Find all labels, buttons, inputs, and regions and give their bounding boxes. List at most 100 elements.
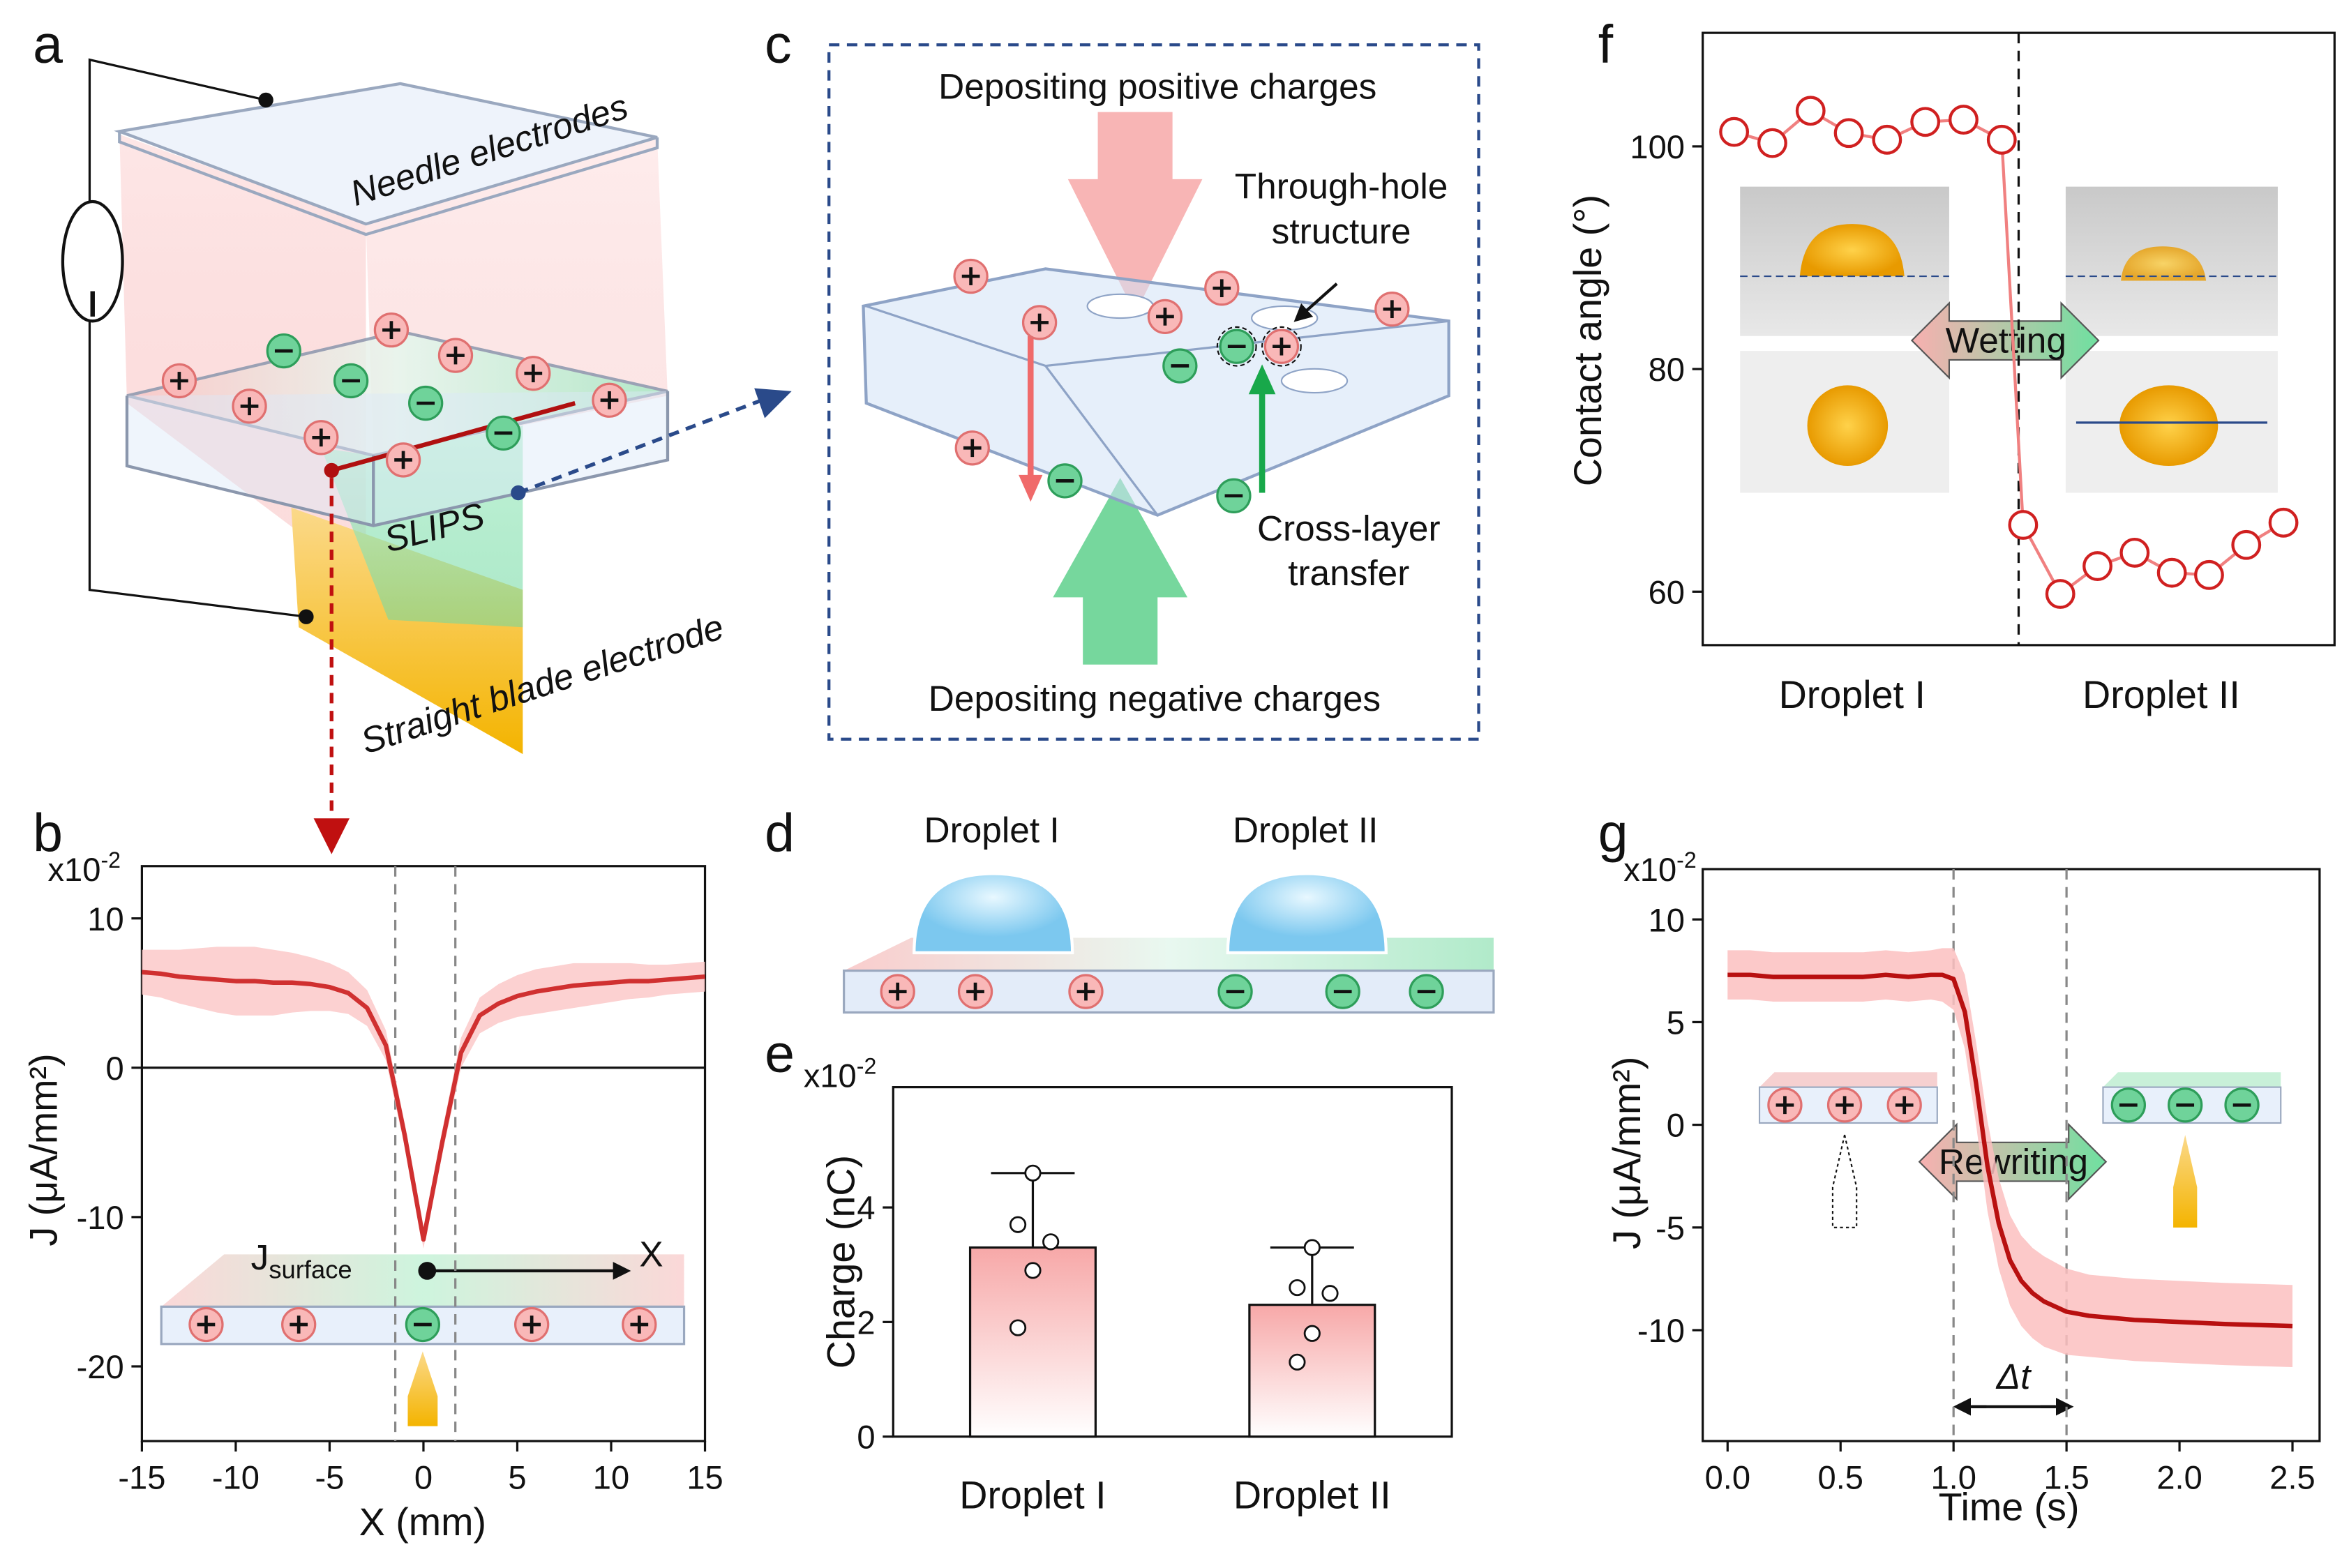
- panel-d-diagram: Droplet I Droplet II: [843, 809, 1495, 1014]
- positive-charge: [622, 1306, 657, 1343]
- data-line: [1734, 109, 2285, 596]
- data-point: [2119, 538, 2150, 568]
- data-point: [1833, 118, 1864, 149]
- data-point: [1303, 1239, 1321, 1256]
- data-point: [1321, 1285, 1339, 1302]
- x-tick-label: Droplet II: [1233, 1473, 1391, 1516]
- bar: [1248, 1304, 1376, 1438]
- negative-charge: [333, 363, 369, 399]
- positive-charge: [188, 1306, 224, 1343]
- x-tick-label: 1.5: [2043, 1459, 2089, 1496]
- y-tick-label: 60: [1649, 573, 1685, 610]
- data-line: [142, 970, 705, 1242]
- diagram-label: transfer: [1288, 552, 1409, 593]
- negative-charge: [266, 333, 301, 369]
- diagram-label: Through-hole: [1235, 166, 1448, 206]
- x-tick-label: -10: [212, 1459, 260, 1496]
- y-tick-label: 10: [87, 900, 123, 937]
- negative-charge: [1325, 974, 1360, 1009]
- y-tick-label: -10: [1637, 1312, 1685, 1349]
- positive-charge: [592, 382, 627, 418]
- negative-charge: [2168, 1087, 2203, 1123]
- y-axis-label: J (μA/mm²): [22, 1053, 65, 1246]
- data-point: [1009, 1319, 1027, 1336]
- diagram-label: structure: [1272, 211, 1411, 251]
- y-axis-label: Contact angle (°): [1566, 195, 1609, 486]
- y-tick-label: 0: [1667, 1107, 1685, 1144]
- x-tick-label: Droplet I: [1779, 673, 1926, 716]
- positive-charge: [281, 1306, 317, 1343]
- positive-charge: [373, 312, 410, 348]
- diagram-label: Depositing negative charges: [929, 678, 1381, 718]
- positive-charge: [516, 356, 551, 391]
- panel-a-diagram: Needle electrodes SLIPS Straight blade e…: [61, 58, 792, 854]
- y-tick-label: 100: [1630, 128, 1685, 165]
- data-point: [1289, 1279, 1306, 1297]
- negative-charge: [486, 415, 521, 451]
- x-tick-label: Droplet I: [959, 1473, 1106, 1516]
- panel-c-diagram: Depositing positive charges Through-hole…: [827, 43, 1480, 741]
- data-point: [1949, 105, 1979, 135]
- data-point: [1795, 96, 1826, 126]
- panel-label: c: [765, 15, 792, 75]
- data-line: [1727, 972, 2293, 1329]
- x-axis-label: X (mm): [359, 1500, 486, 1544]
- x-tick-label: 10: [593, 1459, 629, 1496]
- axis-multiplier: x10-2: [48, 847, 121, 888]
- panel-b-inset: Jsurface X: [160, 1234, 686, 1426]
- positive-charge: [954, 430, 990, 466]
- data-point: [2231, 529, 2262, 560]
- x-tick-label: -5: [315, 1459, 344, 1496]
- panel-label: d: [765, 803, 795, 863]
- data-point: [1910, 107, 1941, 137]
- error-bar: [991, 1172, 1075, 1248]
- diagram-label: Droplet II: [1233, 809, 1378, 850]
- panel-label: g: [1598, 803, 1628, 863]
- inset-label: Wetting: [1946, 319, 2066, 360]
- data-point: [1986, 124, 2017, 155]
- y-tick-label: -10: [77, 1199, 124, 1236]
- y-tick-label: 0: [105, 1050, 123, 1087]
- positive-charge: [1767, 1087, 1803, 1123]
- plot-frame: [1702, 868, 2321, 1442]
- y-tick-label: -5: [1656, 1209, 1685, 1246]
- negative-charge: [408, 385, 444, 421]
- positive-charge: [161, 363, 197, 399]
- positive-charge: [880, 974, 915, 1009]
- y-axis-label: J (μA/mm²): [1605, 1057, 1649, 1249]
- data-point: [1872, 124, 1902, 155]
- data-point: [1009, 1216, 1027, 1233]
- x-tick-label: 0.5: [1818, 1459, 1863, 1496]
- diagram-label: Depositing positive charges: [938, 66, 1376, 106]
- negative-charge: [1219, 329, 1254, 364]
- y-tick-label: 5: [1667, 1004, 1685, 1041]
- positive-charge: [303, 420, 339, 455]
- positive-charge: [1374, 292, 1410, 327]
- positive-charge: [1263, 329, 1300, 364]
- inset-label: X: [639, 1234, 663, 1274]
- data-point: [1042, 1233, 1060, 1251]
- data-point: [1719, 116, 1750, 147]
- x-tick-label: 1.0: [1930, 1459, 1976, 1496]
- inset-label: Rewriting: [1939, 1141, 2088, 1182]
- data-point: [1024, 1262, 1042, 1279]
- panel-label: e: [765, 1024, 795, 1084]
- negative-charge: [1216, 478, 1252, 513]
- negative-charge: [405, 1306, 441, 1343]
- positive-charge: [1886, 1087, 1922, 1123]
- data-point: [2045, 579, 2075, 609]
- negative-charge: [1217, 974, 1253, 1009]
- x-tick-label: 0: [414, 1459, 433, 1496]
- positive-charge: [1021, 305, 1058, 340]
- positive-charge: [953, 258, 989, 294]
- diagram-label: Cross-layer: [1257, 508, 1441, 548]
- y-axis-label: Charge (nC): [820, 1155, 863, 1369]
- data-point: [1303, 1325, 1321, 1342]
- x-tick-label: 5: [508, 1459, 526, 1496]
- panel-label: a: [33, 15, 63, 75]
- positive-charge: [514, 1306, 550, 1343]
- positive-charge: [232, 389, 267, 424]
- inset-label: Δt: [1996, 1356, 2032, 1396]
- y-tick-label: 2: [857, 1304, 875, 1341]
